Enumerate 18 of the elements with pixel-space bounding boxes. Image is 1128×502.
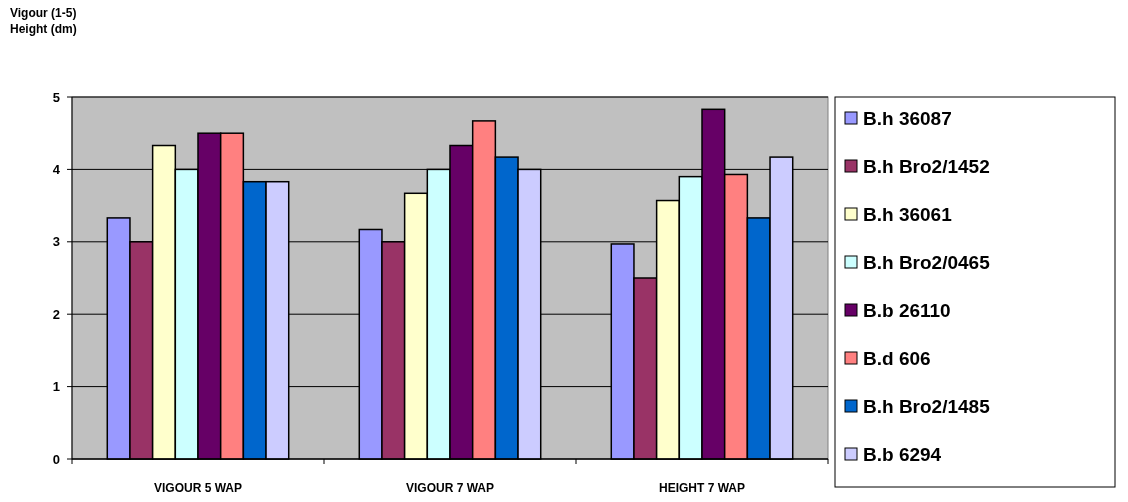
- legend-label: B.b 6294: [863, 443, 942, 465]
- legend-label: B.h Bro2/1485: [863, 395, 991, 417]
- x-tick-label: HEIGHT 7 WAP: [658, 481, 746, 495]
- legend-label: B.h 36061: [863, 203, 953, 225]
- legend-label: B.d 606: [863, 347, 931, 369]
- y-tick-label: 3: [52, 234, 60, 250]
- y-tick-label: 1: [52, 379, 60, 395]
- legend-label: B.h Bro2/0465: [863, 251, 991, 273]
- y-axis-title: Vigour (1-5) Height (dm): [10, 6, 77, 36]
- y-tick-label: 4: [52, 161, 61, 177]
- legend-label: B.h 36087: [863, 107, 952, 129]
- x-tick-label: VIGOUR 5 WAP: [153, 481, 243, 495]
- y-tick-label: 2: [52, 306, 60, 322]
- legend-label: B.h Bro2/1452: [863, 155, 990, 177]
- y-tick-label: 0: [52, 451, 60, 467]
- legend-label: B.b 26110: [863, 299, 951, 321]
- y-tick-label: 5: [52, 89, 60, 105]
- x-tick-label: VIGOUR 7 WAP: [405, 481, 495, 495]
